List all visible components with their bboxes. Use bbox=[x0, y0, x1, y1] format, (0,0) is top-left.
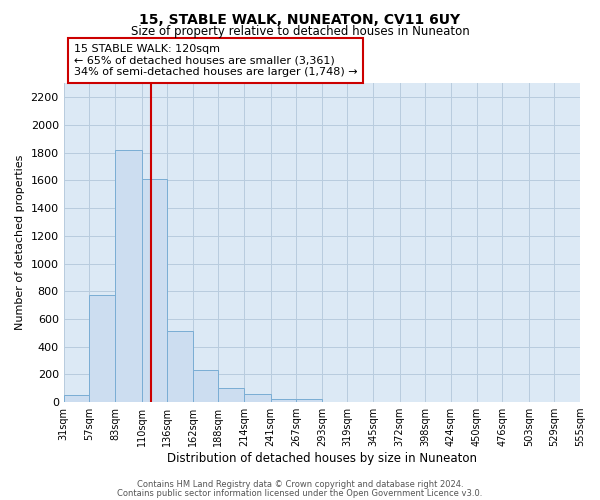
Bar bbox=[271, 398, 296, 402]
Text: 15 STABLE WALK: 120sqm
← 65% of detached houses are smaller (3,361)
34% of semi-: 15 STABLE WALK: 120sqm ← 65% of detached… bbox=[74, 44, 358, 77]
Bar bbox=[218, 388, 244, 402]
Bar bbox=[244, 394, 271, 402]
Text: 15, STABLE WALK, NUNEATON, CV11 6UY: 15, STABLE WALK, NUNEATON, CV11 6UY bbox=[139, 12, 461, 26]
Bar bbox=[115, 150, 142, 402]
Bar bbox=[296, 400, 322, 402]
Text: Contains public sector information licensed under the Open Government Licence v3: Contains public sector information licen… bbox=[118, 488, 482, 498]
Bar bbox=[193, 370, 218, 402]
Text: Contains HM Land Registry data © Crown copyright and database right 2024.: Contains HM Land Registry data © Crown c… bbox=[137, 480, 463, 489]
Bar bbox=[89, 294, 115, 402]
Bar bbox=[167, 332, 193, 402]
Bar bbox=[64, 395, 89, 402]
Y-axis label: Number of detached properties: Number of detached properties bbox=[15, 155, 25, 330]
Text: Size of property relative to detached houses in Nuneaton: Size of property relative to detached ho… bbox=[131, 25, 469, 38]
Bar bbox=[142, 179, 167, 402]
X-axis label: Distribution of detached houses by size in Nuneaton: Distribution of detached houses by size … bbox=[167, 452, 477, 465]
